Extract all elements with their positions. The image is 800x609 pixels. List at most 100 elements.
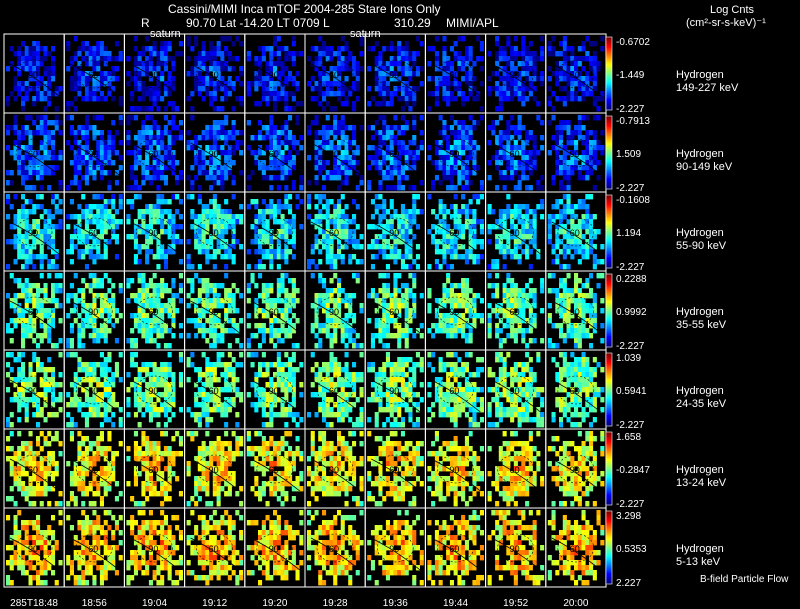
pixel: [438, 81, 443, 87]
pixel: [385, 130, 390, 136]
pixel: [322, 46, 327, 52]
pixel: [479, 66, 484, 72]
pixel: [367, 86, 372, 92]
pixel: [374, 234, 379, 240]
pixel: [88, 229, 93, 235]
pixel: [254, 229, 259, 235]
pixel: [73, 165, 78, 171]
pixel: [258, 101, 263, 107]
pixel: [517, 96, 522, 102]
pixel: [280, 273, 285, 279]
pixel: [589, 145, 594, 151]
pixel: [408, 71, 413, 77]
pixel: [99, 194, 104, 200]
pixel: [510, 308, 515, 314]
pixel: [156, 318, 161, 324]
pixel: [446, 140, 451, 146]
pixel: [498, 56, 503, 62]
pixel: [148, 135, 153, 141]
pixel: [307, 259, 312, 265]
pixel: [431, 185, 436, 191]
pixel: [367, 155, 372, 161]
pixel: [148, 323, 153, 329]
pixel: [352, 273, 357, 279]
pixel: [24, 323, 29, 329]
pixel: [589, 150, 594, 156]
pixel: [156, 328, 161, 334]
pixel: [141, 244, 146, 250]
pixel: [367, 165, 372, 171]
pixel: [438, 313, 443, 319]
pixel: [495, 313, 500, 319]
pixel: [137, 214, 142, 220]
pixel: [156, 254, 161, 260]
contour-label: 90: [209, 149, 219, 159]
pixel: [547, 76, 552, 82]
contour-label: 60: [449, 70, 459, 80]
pixel: [291, 288, 296, 294]
pixel: [382, 76, 387, 82]
pixel: [280, 323, 285, 329]
pixel: [73, 130, 78, 136]
pixel: [295, 298, 300, 304]
pixel: [457, 298, 462, 304]
pixel: [464, 76, 469, 82]
pixel: [103, 96, 108, 102]
pixel: [227, 254, 232, 260]
pixel: [498, 343, 503, 349]
pixel: [348, 229, 353, 235]
pixel: [355, 244, 360, 250]
pixel: [28, 66, 33, 72]
pixel: [276, 338, 281, 344]
pixel: [32, 86, 37, 92]
pixel: [449, 214, 454, 220]
pixel: [269, 338, 274, 344]
pixel: [325, 51, 330, 57]
pixel: [310, 249, 315, 255]
pixel: [314, 150, 319, 156]
pixel: [310, 86, 315, 92]
pixel: [227, 303, 232, 309]
pixel: [307, 180, 312, 186]
pixel: [66, 185, 71, 191]
pixel: [160, 278, 165, 284]
pixel: [133, 76, 138, 82]
pixel: [318, 51, 323, 57]
pixel: [216, 298, 221, 304]
pixel: [194, 303, 199, 309]
pixel: [344, 214, 349, 220]
pixel: [378, 56, 383, 62]
pixel: [442, 135, 447, 141]
pixel: [562, 51, 567, 57]
pixel: [77, 229, 82, 235]
contour-ring: [497, 296, 534, 326]
pixel: [148, 278, 153, 284]
pixel: [325, 254, 330, 260]
pixel: [197, 308, 202, 314]
pixel: [103, 333, 108, 339]
pixel: [288, 76, 293, 82]
colorbar-step: [606, 150, 612, 153]
pixel: [464, 308, 469, 314]
pixel: [536, 254, 541, 260]
pixel: [404, 175, 409, 181]
pixel: [227, 66, 232, 72]
pixel: [209, 125, 214, 131]
pixel: [370, 244, 375, 250]
contour-label: 90: [389, 70, 399, 80]
pixel: [47, 81, 52, 87]
pixel: [378, 51, 383, 57]
pixel: [449, 328, 454, 334]
pixel: [295, 318, 300, 324]
pixel: [562, 318, 567, 324]
pixel: [47, 185, 52, 191]
pixel: [559, 249, 564, 255]
pixel: [513, 130, 518, 136]
pixel: [43, 224, 48, 230]
pixel: [337, 308, 342, 314]
pixel: [479, 254, 484, 260]
pixel: [194, 61, 199, 67]
pixel: [167, 160, 172, 166]
pixel: [348, 155, 353, 161]
pixel: [212, 56, 217, 62]
